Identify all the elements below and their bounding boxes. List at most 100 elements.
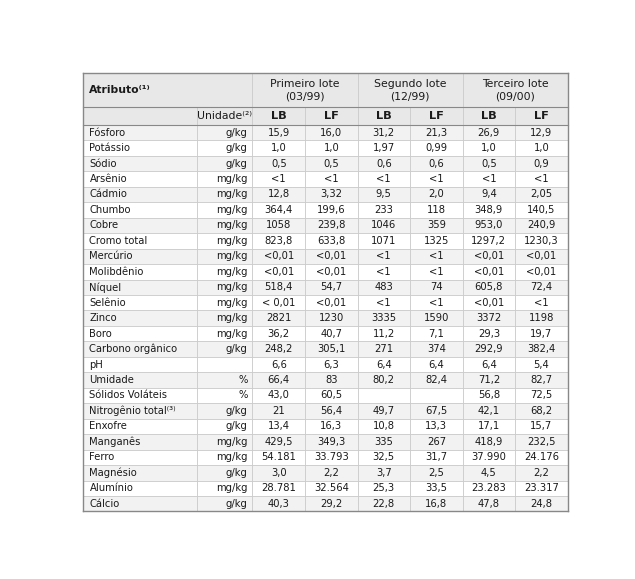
Bar bbox=[358, 342, 410, 357]
Bar bbox=[515, 326, 568, 342]
Bar bbox=[253, 403, 305, 419]
Bar bbox=[358, 107, 410, 125]
Text: 74: 74 bbox=[430, 283, 443, 292]
Text: 6,4: 6,4 bbox=[376, 360, 392, 369]
Bar bbox=[253, 140, 305, 156]
Bar bbox=[515, 357, 568, 372]
Bar bbox=[197, 465, 253, 481]
Bar bbox=[462, 310, 515, 326]
Text: g/kg: g/kg bbox=[226, 422, 248, 431]
Bar bbox=[83, 248, 197, 264]
Bar bbox=[305, 202, 358, 218]
Text: 13,4: 13,4 bbox=[268, 422, 290, 431]
Text: 26,9: 26,9 bbox=[478, 127, 500, 138]
Bar bbox=[515, 496, 568, 511]
Text: 49,7: 49,7 bbox=[373, 406, 395, 416]
Text: 11,2: 11,2 bbox=[373, 329, 395, 339]
Bar bbox=[197, 357, 253, 372]
Bar bbox=[305, 342, 358, 357]
Text: <0,01: <0,01 bbox=[316, 298, 347, 307]
Bar bbox=[410, 357, 462, 372]
Text: 1058: 1058 bbox=[266, 221, 291, 230]
Text: <1: <1 bbox=[429, 174, 444, 184]
Text: 9,5: 9,5 bbox=[376, 189, 392, 200]
Bar bbox=[515, 419, 568, 434]
Bar bbox=[462, 342, 515, 357]
Text: 349,3: 349,3 bbox=[317, 437, 345, 447]
Bar bbox=[83, 125, 197, 140]
Bar bbox=[358, 74, 462, 107]
Bar bbox=[410, 342, 462, 357]
Text: 68,2: 68,2 bbox=[530, 406, 552, 416]
Bar bbox=[515, 248, 568, 264]
Text: <1: <1 bbox=[324, 174, 338, 184]
Bar bbox=[197, 403, 253, 419]
Bar bbox=[462, 465, 515, 481]
Bar bbox=[462, 233, 515, 248]
Bar bbox=[515, 372, 568, 388]
Bar bbox=[253, 481, 305, 496]
Text: Fósforo: Fósforo bbox=[90, 127, 126, 138]
Text: 4,5: 4,5 bbox=[481, 468, 497, 478]
Text: 3,7: 3,7 bbox=[376, 468, 392, 478]
Bar bbox=[253, 171, 305, 187]
Text: mg/kg: mg/kg bbox=[217, 437, 248, 447]
Bar bbox=[358, 187, 410, 202]
Text: <0,01: <0,01 bbox=[474, 298, 504, 307]
Bar bbox=[515, 434, 568, 450]
Text: 21: 21 bbox=[272, 406, 285, 416]
Text: 56,4: 56,4 bbox=[320, 406, 342, 416]
Text: 54,7: 54,7 bbox=[320, 283, 342, 292]
Text: 16,0: 16,0 bbox=[320, 127, 342, 138]
Text: g/kg: g/kg bbox=[226, 468, 248, 478]
Bar bbox=[462, 171, 515, 187]
Text: 1,97: 1,97 bbox=[373, 143, 395, 153]
Bar bbox=[515, 264, 568, 280]
Text: 40,7: 40,7 bbox=[320, 329, 342, 339]
Bar bbox=[410, 295, 462, 310]
Bar bbox=[462, 450, 515, 465]
Text: 348,9: 348,9 bbox=[475, 205, 503, 215]
Bar bbox=[305, 264, 358, 280]
Text: mg/kg: mg/kg bbox=[217, 283, 248, 292]
Text: 518,4: 518,4 bbox=[265, 283, 293, 292]
Bar bbox=[410, 156, 462, 171]
Text: 1198: 1198 bbox=[529, 313, 554, 323]
Text: 2,2: 2,2 bbox=[533, 468, 549, 478]
Text: 233: 233 bbox=[375, 205, 393, 215]
Bar bbox=[253, 419, 305, 434]
Text: 24,8: 24,8 bbox=[530, 499, 552, 509]
Text: 37.990: 37.990 bbox=[471, 452, 506, 463]
Bar bbox=[462, 125, 515, 140]
Bar bbox=[305, 388, 358, 403]
Bar bbox=[462, 264, 515, 280]
Text: g/kg: g/kg bbox=[226, 143, 248, 153]
Bar bbox=[358, 403, 410, 419]
Bar bbox=[305, 372, 358, 388]
Bar bbox=[253, 326, 305, 342]
Bar bbox=[83, 107, 197, 125]
Bar bbox=[358, 326, 410, 342]
Text: mg/kg: mg/kg bbox=[217, 221, 248, 230]
Bar bbox=[253, 295, 305, 310]
Text: 1,0: 1,0 bbox=[323, 143, 339, 153]
Bar bbox=[410, 481, 462, 496]
Text: <1: <1 bbox=[377, 251, 391, 261]
Bar bbox=[305, 248, 358, 264]
Text: mg/kg: mg/kg bbox=[217, 267, 248, 277]
Text: Selênio: Selênio bbox=[90, 298, 126, 307]
Text: 0,5: 0,5 bbox=[271, 159, 286, 168]
Text: 271: 271 bbox=[374, 344, 393, 354]
Text: Cálcio: Cálcio bbox=[90, 499, 120, 509]
Bar bbox=[253, 434, 305, 450]
Bar bbox=[253, 465, 305, 481]
Bar bbox=[197, 107, 253, 125]
Text: 1230: 1230 bbox=[319, 313, 344, 323]
Bar bbox=[410, 419, 462, 434]
Text: 47,8: 47,8 bbox=[478, 499, 500, 509]
Bar bbox=[197, 388, 253, 403]
Text: 364,4: 364,4 bbox=[265, 205, 293, 215]
Bar bbox=[83, 434, 197, 450]
Bar bbox=[462, 248, 515, 264]
Text: 23.317: 23.317 bbox=[524, 483, 559, 493]
